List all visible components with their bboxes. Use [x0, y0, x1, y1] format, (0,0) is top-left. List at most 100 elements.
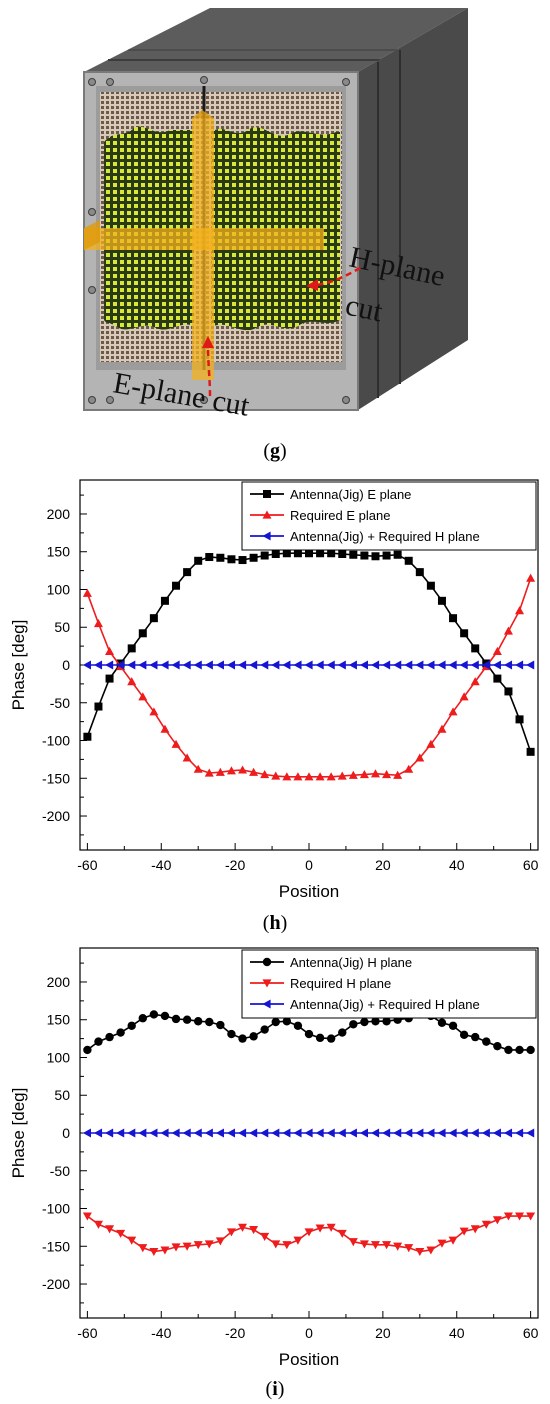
data-point	[492, 646, 502, 656]
data-point	[138, 1128, 147, 1138]
data-point	[404, 1244, 414, 1253]
y-axis-label: Phase [deg]	[9, 1088, 28, 1179]
data-point	[305, 549, 313, 558]
panel-label-g: (g)	[263, 440, 287, 462]
data-point	[238, 1034, 247, 1043]
data-point	[370, 769, 380, 778]
data-point	[94, 1037, 103, 1046]
data-point	[226, 660, 236, 670]
series-1	[82, 573, 536, 781]
data-point	[348, 1128, 357, 1138]
data-point	[238, 765, 248, 774]
data-point	[349, 1020, 358, 1029]
data-point	[204, 1128, 213, 1138]
data-point	[492, 1216, 502, 1225]
y-tick-label: 50	[54, 619, 70, 635]
data-point	[138, 1014, 147, 1023]
data-point	[337, 771, 347, 780]
data-point	[215, 1237, 225, 1246]
data-point	[282, 1241, 292, 1250]
data-point	[382, 769, 392, 779]
data-point	[459, 1128, 468, 1138]
x-tick-label: 40	[449, 857, 465, 873]
data-point	[337, 660, 346, 670]
data-point	[127, 1128, 136, 1138]
data-point	[315, 1128, 324, 1138]
data-point	[526, 573, 536, 582]
data-point	[127, 660, 136, 670]
data-point	[382, 1017, 391, 1026]
data-point	[293, 660, 302, 670]
data-point	[493, 1041, 502, 1051]
data-point	[526, 1212, 536, 1221]
legend-box	[241, 949, 537, 1019]
y-tick-label: 100	[47, 1049, 71, 1065]
data-point	[182, 753, 192, 762]
data-point	[260, 551, 269, 560]
data-point	[415, 1128, 424, 1138]
data-point	[293, 772, 303, 781]
x-tick-label: -40	[151, 1325, 171, 1341]
data-point	[94, 702, 103, 711]
data-point	[93, 1128, 103, 1138]
y-tick-label: 150	[47, 544, 71, 560]
data-point	[293, 1021, 303, 1030]
y-axis-label: Phase [deg]	[9, 620, 28, 711]
y-tick-label: 150	[47, 1012, 71, 1028]
data-point	[493, 674, 502, 683]
legend-label: Antenna(Jig) H plane	[290, 955, 412, 970]
data-point	[271, 1017, 280, 1027]
data-point	[193, 764, 203, 773]
data-point	[260, 1232, 270, 1241]
x-tick-label: -40	[151, 857, 171, 873]
legend-label: Required E plane	[290, 508, 390, 523]
data-point	[282, 660, 291, 670]
data-point	[193, 660, 202, 670]
data-point	[404, 1128, 413, 1138]
data-point	[238, 1223, 248, 1232]
e-plane-arrow	[206, 345, 212, 397]
y-tick-label: -100	[42, 733, 70, 749]
data-point	[459, 1030, 469, 1040]
data-point	[415, 568, 424, 577]
data-point	[227, 555, 236, 564]
data-point	[182, 1128, 191, 1138]
y-tick-label: 100	[47, 581, 71, 597]
data-point	[338, 1028, 347, 1037]
data-point	[415, 660, 424, 670]
y-tick-label: -50	[50, 1163, 70, 1179]
x-tick-label: 0	[305, 857, 313, 873]
data-point	[138, 660, 147, 670]
data-point	[127, 677, 137, 686]
data-point	[205, 1017, 214, 1027]
data-point	[437, 1128, 446, 1138]
data-point	[382, 551, 391, 560]
legend-box	[241, 481, 537, 551]
antenna-jig-illustration: H-plane cut E-plane cut	[83, 8, 468, 423]
data-point	[326, 1128, 335, 1138]
data-point	[105, 674, 114, 683]
data-point	[172, 581, 181, 590]
data-point	[503, 1212, 513, 1221]
data-point	[471, 1032, 480, 1042]
data-point	[149, 1010, 159, 1019]
data-point	[204, 660, 213, 670]
data-point	[93, 1220, 103, 1229]
data-point	[171, 1014, 181, 1024]
h-plane-cut-label: cut	[343, 289, 386, 329]
data-point	[149, 614, 158, 623]
data-point	[304, 772, 314, 781]
data-point	[492, 660, 501, 670]
y-tick-label: -150	[42, 1238, 70, 1254]
data-point	[238, 1128, 247, 1138]
data-point	[359, 1128, 369, 1138]
data-point	[160, 1128, 169, 1138]
data-point	[515, 1128, 524, 1138]
data-point	[437, 596, 446, 605]
data-point	[492, 1128, 501, 1138]
data-point	[504, 687, 513, 696]
data-point	[260, 769, 270, 779]
data-point	[426, 1128, 435, 1138]
data-point	[171, 1128, 180, 1138]
x-tick-label: 60	[523, 1325, 539, 1341]
